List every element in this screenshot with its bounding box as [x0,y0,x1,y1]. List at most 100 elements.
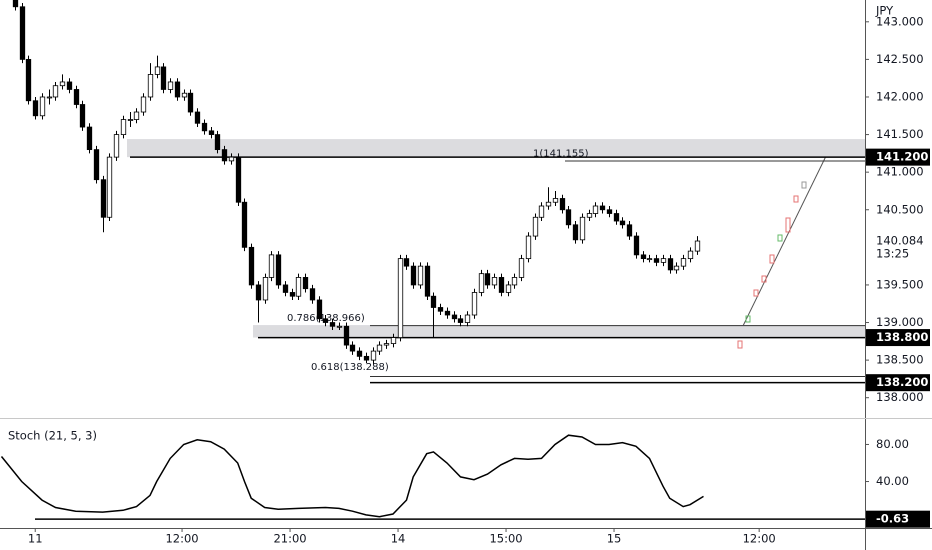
candle-body [154,66,161,75]
candle-body [525,235,532,260]
candle-body [444,310,451,316]
candle-body [640,254,647,260]
candle-body [214,134,221,151]
candle-body [221,149,228,162]
candle-body [660,258,667,263]
level-label: 138.800 [876,330,928,344]
x-tick-label: 11 [28,532,43,546]
candle-body [451,314,458,320]
candle-body [255,284,262,301]
candle-body [140,96,147,113]
candle-body [289,292,296,297]
candle-body [478,273,485,293]
candle-body [356,350,363,357]
candle-body [538,205,545,218]
candle-body [79,104,86,128]
candle-body [498,277,505,293]
candle-body [619,220,626,226]
level-label: 138.200 [876,375,928,389]
y-tick-label: 40.00 [876,474,909,488]
candle-body [471,292,478,316]
candle-body [52,85,59,98]
x-tick-label: 12:00 [165,532,198,546]
y-tick-label: 143.000 [876,14,924,28]
candle-body [248,246,255,286]
candle-body [505,284,512,293]
candle-body [86,126,93,151]
candle-body [59,81,66,87]
candle-body [228,156,235,162]
candle-body [653,258,660,263]
level-label: 141.200 [876,150,928,164]
y-tick-label: 142.500 [876,52,924,66]
candle-body [417,265,424,286]
candle-body [187,92,194,113]
candle-body [559,198,566,211]
candle-body [532,216,539,237]
candle-body [667,258,674,271]
candle-body [403,258,410,267]
candle-body [262,277,269,301]
candle-body [633,235,640,256]
indicator-title: Stoch (21, 5, 3) [8,429,97,443]
candle-body [370,350,377,361]
candle-body [646,258,653,261]
projection-line [740,151,829,331]
stoch-line [0,434,704,518]
candle-body [349,344,356,352]
candle-body [201,122,208,132]
projection-drawing [737,145,829,349]
candle-body [235,156,242,203]
x-tick-label: 12:00 [743,532,776,546]
candle-body [181,92,188,98]
candle-body [39,96,46,117]
candle-body [316,299,323,320]
x-tick-label: 21:00 [273,532,306,546]
candle-body [511,277,518,286]
candle-body [410,265,417,286]
candle-body [174,81,181,98]
projection-candle [777,234,783,242]
x-tick-label: 14 [391,532,406,546]
level-box [866,374,930,392]
candle-body [613,213,620,222]
indicator-value-label: -0.63 [876,512,909,526]
candle-body [302,277,309,290]
candle-body [113,134,120,158]
candle-body [397,258,404,338]
candle-body [552,198,559,203]
candle-body [208,130,215,135]
zone [253,325,865,338]
candle-body [673,265,680,271]
candle-body [32,100,39,117]
y-tick-label: 80.00 [876,437,909,451]
currency-label: JPY [875,4,894,18]
candle-body [599,205,606,211]
projection-candle [769,254,775,264]
candle-body [127,119,134,121]
candle-body [120,119,127,135]
candle-body [437,307,444,312]
candle-body [66,81,73,90]
candle-body [491,277,498,286]
candle-body [336,325,343,328]
candle-body [680,258,687,267]
candle-body [363,355,370,361]
candle-body [194,111,201,124]
candle-body [268,254,275,278]
candle-body [147,74,154,98]
candle-body [376,344,383,352]
candle-body [518,258,525,278]
y-tick-label: 138.000 [876,390,924,404]
candle-body [309,288,316,301]
candle-body [572,224,579,241]
candle-body [484,273,491,286]
y-tick-label: 139.000 [876,315,924,329]
candle-body [295,277,302,297]
candle-body [592,205,599,214]
candle-body [25,58,32,102]
x-tick-label: 15 [607,532,622,546]
candle-body [545,201,552,207]
